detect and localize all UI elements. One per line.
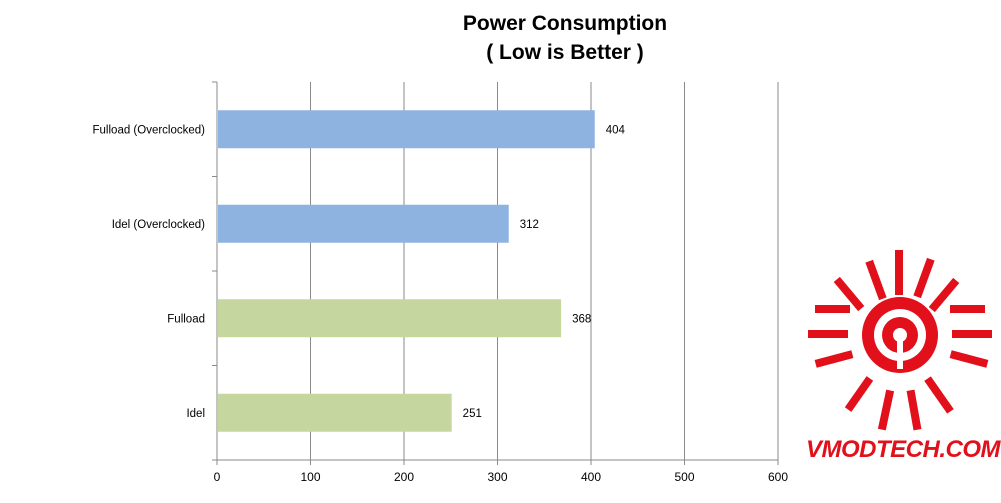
vmodtech-logo-icon <box>800 240 1000 470</box>
watermark-text: VMODTECH.COM <box>806 436 1001 463</box>
data-label: 404 <box>606 124 626 136</box>
category-label: Fulload <box>167 313 205 325</box>
bar <box>218 110 595 149</box>
chart-subtitle: ( Low is Better ) <box>486 41 644 64</box>
x-tick-label: 300 <box>487 470 507 484</box>
data-label: 251 <box>463 408 482 420</box>
category-label: Idel (Overclocked) <box>112 219 205 231</box>
category-label: Idel <box>186 408 205 420</box>
x-tick-label: 200 <box>394 470 414 484</box>
chart-title: Power Consumption <box>462 12 668 35</box>
x-tick-label: 500 <box>674 470 694 484</box>
x-tick-label: 0 <box>214 470 221 484</box>
category-label: Fulload (Overclocked) <box>93 124 206 136</box>
data-label: 312 <box>520 219 539 231</box>
x-tick-label: 100 <box>300 470 320 484</box>
bar <box>218 393 452 432</box>
x-tick-label: 600 <box>768 470 788 484</box>
x-tick-label: 400 <box>581 470 601 484</box>
bar <box>218 204 509 243</box>
data-label: 368 <box>572 313 591 325</box>
bar <box>218 299 562 338</box>
